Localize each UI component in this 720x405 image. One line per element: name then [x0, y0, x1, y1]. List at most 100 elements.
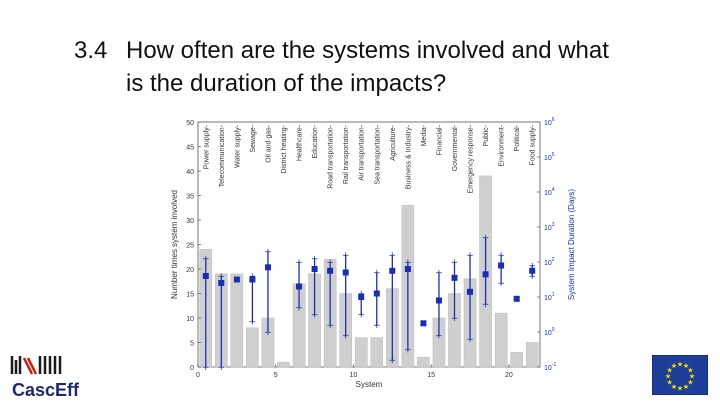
- y-tick-label: 5: [190, 341, 194, 348]
- category-label: Oil and gas-: [266, 124, 273, 162]
- error-cap-high: +: [311, 255, 319, 265]
- mean-marker: [482, 271, 489, 278]
- error-cap-low: +: [295, 304, 303, 314]
- duration-chart: ++++++++++++++++++++++++++++++++++++0510…: [170, 117, 576, 389]
- error-cap-high: +: [497, 251, 505, 261]
- x-tick-label: 10: [350, 372, 358, 379]
- mean-marker: [311, 266, 318, 272]
- mean-marker: [233, 276, 240, 283]
- logo-text: CascEff: [12, 380, 80, 400]
- mean-marker: [404, 266, 411, 272]
- mean-marker: [358, 294, 365, 300]
- x-tick-label: 0: [196, 372, 200, 379]
- y2-tick-label: 102: [544, 257, 555, 267]
- y2-tick-label: 105: [544, 152, 555, 162]
- category-label: Media-: [421, 124, 428, 146]
- bar: [510, 352, 523, 368]
- mean-marker: [202, 273, 209, 279]
- x-tick-label: 5: [274, 372, 278, 379]
- mean-marker: [436, 297, 442, 304]
- y2-tick-label: 10-1: [544, 362, 556, 372]
- title-line-1: How often are the systems involved and w…: [126, 37, 609, 64]
- error-cap-high: +: [466, 251, 474, 261]
- mean-marker: [389, 267, 396, 274]
- error-cap-low: +: [326, 321, 334, 331]
- category-label: Financial-: [437, 124, 444, 155]
- category-label: Environment-: [499, 124, 506, 166]
- category-label: Air transportation-: [359, 124, 366, 180]
- eu-star-icon: ★: [677, 385, 683, 393]
- error-cap-high: +: [326, 258, 334, 268]
- y-tick-label: 25: [186, 243, 194, 250]
- y2-tick-exponent: 0: [552, 327, 555, 333]
- y2-tick-label: 106: [544, 117, 555, 127]
- error-cap-low: +: [373, 321, 381, 331]
- category-label: Education-: [312, 124, 319, 158]
- mean-marker: [498, 262, 505, 269]
- eu-star-icon: ★: [683, 362, 689, 370]
- slide-title: 3.4 How often are the systems involved an…: [74, 34, 714, 100]
- category-label: Power supply-: [203, 124, 210, 169]
- eu-star-icon: ★: [666, 379, 672, 387]
- error-cap-high: +: [451, 258, 459, 268]
- y-tick-label: 50: [186, 120, 194, 127]
- category-label: Sea transportation-: [374, 124, 381, 184]
- mean-marker: [420, 320, 427, 327]
- error-cap-high: +: [482, 234, 490, 244]
- mean-marker: [218, 280, 225, 286]
- bar: [230, 273, 244, 368]
- eu-star-icon: ★: [683, 383, 689, 391]
- error-cap-high: +: [264, 248, 272, 258]
- error-cap-high: +: [202, 255, 210, 265]
- mean-marker: [296, 283, 302, 290]
- category-label: Sewage-: [250, 124, 257, 152]
- category-label: Political-: [514, 124, 521, 151]
- error-cap-low: +: [528, 272, 536, 282]
- bar: [246, 327, 259, 368]
- x-tick-label: 20: [505, 372, 513, 379]
- error-cap-high: +: [342, 251, 350, 261]
- mean-marker: [265, 264, 271, 271]
- error-cap-high: +: [218, 272, 226, 282]
- category-label: Road transportation-: [328, 124, 335, 188]
- error-cap-low: +: [389, 356, 397, 366]
- y-tick-label: 40: [186, 169, 194, 176]
- error-cap-high: +: [373, 269, 381, 279]
- category-label: Agriculture-: [390, 124, 397, 160]
- error-cap-low: +: [249, 318, 257, 328]
- category-label: Water supply-: [234, 124, 241, 168]
- casceff-logo: CascEff: [10, 356, 80, 400]
- bar: [370, 337, 384, 368]
- eu-star-icon: ★: [671, 383, 677, 391]
- bar: [277, 361, 290, 368]
- y2-tick-exponent: 6: [552, 117, 555, 123]
- category-label: Telecommunication-: [219, 124, 226, 187]
- y2-tick-exponent: -1: [552, 362, 557, 368]
- category-label: Emergency response-: [468, 124, 475, 193]
- x-axis-label: System: [356, 380, 383, 389]
- error-cap-low: +: [451, 314, 459, 324]
- y2-tick-label: 100: [544, 327, 555, 337]
- eu-star-icon: ★: [665, 373, 671, 381]
- category-label: Food supply-: [530, 124, 537, 165]
- category-label: District heating-: [281, 124, 288, 173]
- error-cap-low: +: [311, 311, 319, 321]
- y2-tick-label: 104: [544, 187, 555, 197]
- y-tick-label: 45: [186, 145, 194, 152]
- mean-marker: [451, 274, 458, 281]
- eu-star-icon: ★: [666, 367, 672, 375]
- logo-mark-icon: [10, 356, 62, 375]
- mean-marker: [249, 276, 256, 283]
- category-label: Governmental-: [452, 124, 459, 171]
- y2-tick-exponent: 3: [552, 222, 555, 228]
- y-tick-label: 0: [190, 365, 194, 372]
- error-cap-low: +: [482, 300, 490, 310]
- eu-star-icon: ★: [689, 373, 695, 381]
- error-cap-low: +: [342, 332, 350, 342]
- y2-tick-label: 101: [544, 292, 555, 302]
- y-tick-label: 10: [186, 316, 194, 323]
- y-tick-label: 15: [186, 292, 194, 299]
- eu-flag-icon: ★ ★★★★★★★★★★★: [652, 355, 708, 395]
- eu-star-icon: ★: [687, 379, 693, 387]
- mean-marker: [467, 288, 473, 295]
